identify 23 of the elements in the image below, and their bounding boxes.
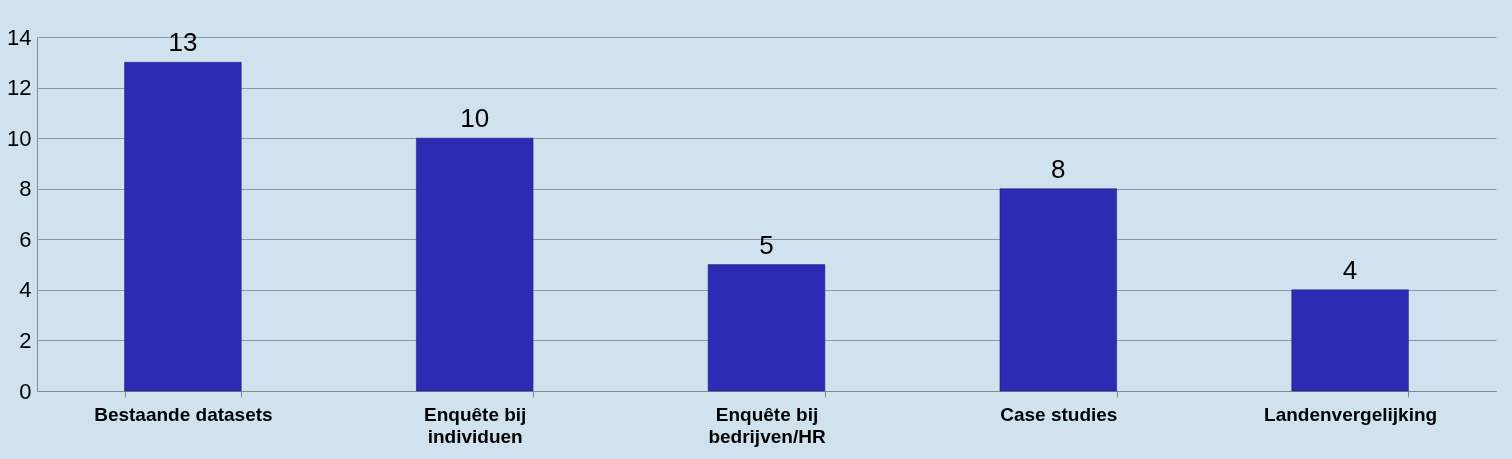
x-tick-label: Enquête bij individuen	[424, 403, 527, 447]
bar	[416, 137, 534, 392]
data-label: 5	[759, 229, 774, 260]
bar	[999, 188, 1117, 392]
bar	[1291, 289, 1409, 392]
data-label: 8	[1051, 153, 1066, 184]
y-tick-label: 4	[19, 277, 32, 303]
data-label: 13	[168, 27, 198, 58]
x-tick-label: Case studies	[1000, 403, 1118, 425]
y-tick-label: 8	[19, 176, 32, 202]
y-tick-label: 2	[19, 327, 32, 353]
y-tick-label: 12	[7, 75, 32, 101]
data-label: 4	[1342, 254, 1358, 285]
bar	[707, 264, 826, 392]
data-label: 10	[460, 103, 490, 134]
x-tick-label: Enquête bij bedrijven/HR	[708, 403, 826, 447]
y-tick-label: 10	[7, 125, 32, 151]
y-tick-label: 6	[19, 226, 32, 252]
y-tick-label: 0	[19, 378, 32, 404]
y-tick-label: 14	[7, 24, 32, 50]
bar	[124, 62, 242, 392]
x-tick-label: Landenvergelijking	[1264, 403, 1438, 425]
x-tick-label: Bestaande datasets	[94, 403, 273, 425]
